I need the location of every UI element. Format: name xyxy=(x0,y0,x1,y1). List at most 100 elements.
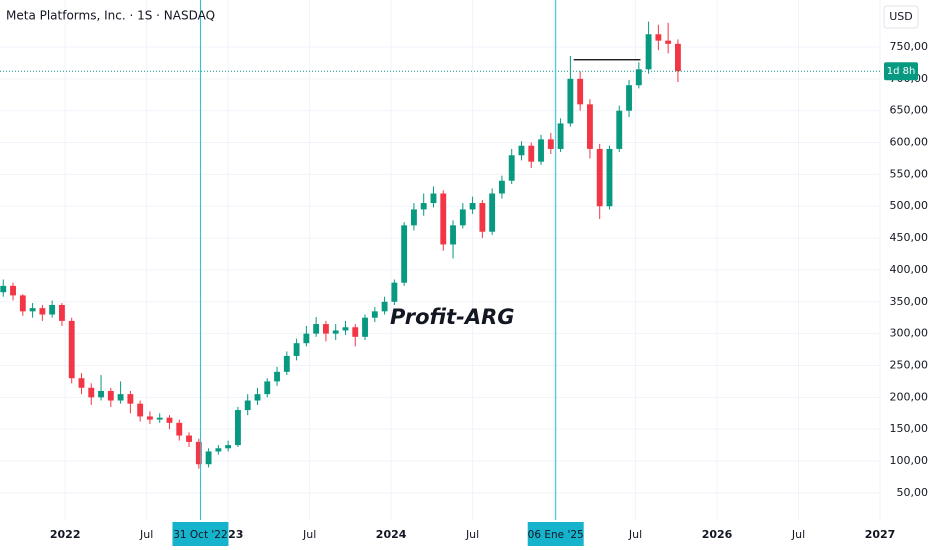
candle-body xyxy=(283,355,290,372)
y-tick-label: 300,00 xyxy=(890,327,929,340)
candle-body xyxy=(29,308,36,312)
candle-body xyxy=(430,193,437,204)
candle-body xyxy=(342,327,349,331)
y-tick-label: 450,00 xyxy=(890,231,929,244)
y-tick-label: 400,00 xyxy=(890,263,929,276)
candle-body xyxy=(10,285,16,296)
x-tick-label: Jul xyxy=(139,528,153,541)
countdown-label: 1d 8h xyxy=(887,66,916,77)
candle-body xyxy=(567,78,574,124)
candle-body xyxy=(78,378,85,388)
x-tick-label: 2022 xyxy=(50,528,81,541)
candle-body xyxy=(371,311,378,318)
candle-body xyxy=(469,203,476,210)
candle-body xyxy=(234,410,241,446)
candle-body xyxy=(186,435,192,442)
x-tick-label: 2027 xyxy=(865,528,896,541)
price-axis-panel xyxy=(882,0,932,550)
candle-body xyxy=(49,304,56,315)
watermark: Profit-ARG xyxy=(390,305,514,329)
candle-body xyxy=(508,155,515,181)
candle-body xyxy=(225,445,232,449)
candle-body xyxy=(645,34,652,70)
candle-body xyxy=(586,104,593,149)
last-price-tag xyxy=(884,62,918,81)
grid xyxy=(0,0,881,520)
candle-body xyxy=(577,78,584,105)
candle-body xyxy=(352,327,359,337)
candle-body xyxy=(107,390,114,401)
candle-body xyxy=(665,40,672,44)
marker-label: 06 Ene '25 xyxy=(528,529,584,541)
y-tick-label: 750,00 xyxy=(890,40,929,53)
currency: USD xyxy=(889,10,913,23)
candle-body xyxy=(98,390,104,398)
candle-body xyxy=(195,441,202,465)
x-tick-label: Jul xyxy=(628,528,642,541)
candle-body xyxy=(215,448,222,452)
candle-body xyxy=(596,148,603,207)
candle-body xyxy=(655,34,662,41)
candle-body xyxy=(332,330,339,334)
y-tick-label: 550,00 xyxy=(890,167,929,180)
candle-body xyxy=(362,317,368,337)
candle-body xyxy=(39,308,46,315)
candle-body xyxy=(117,394,124,401)
candle-body xyxy=(274,371,280,382)
x-tick-label: 2024 xyxy=(376,528,407,541)
marker-label: 31 Oct '22 xyxy=(173,529,227,541)
candle-body xyxy=(410,209,417,226)
candle-body xyxy=(538,139,544,162)
candle-body xyxy=(459,209,466,226)
candle-body xyxy=(440,193,447,245)
marker-tag xyxy=(527,522,584,546)
candle-body xyxy=(254,394,261,401)
x-tick-label: Jul xyxy=(791,528,805,541)
candle-body xyxy=(293,343,300,356)
candle-body xyxy=(176,422,183,436)
candle-body xyxy=(401,225,408,283)
candle-body xyxy=(244,400,251,411)
candle-body xyxy=(547,139,554,149)
y-tick-label: 200,00 xyxy=(890,390,929,403)
y-tick-label: 150,00 xyxy=(890,422,929,435)
candle-body xyxy=(626,85,632,111)
x-tick-label: Jul xyxy=(302,528,316,541)
currency-button[interactable] xyxy=(883,5,919,29)
y-tick-label: 50,00 xyxy=(897,486,929,499)
candle-body xyxy=(58,304,65,321)
candle-body xyxy=(322,324,329,334)
y-tick-label: 100,00 xyxy=(890,454,929,467)
candle-body xyxy=(557,123,564,149)
candle-body xyxy=(19,295,26,312)
x-tick-label: 2026 xyxy=(702,528,733,541)
marker-tag xyxy=(172,522,229,546)
candle-body xyxy=(303,333,310,344)
candle-body xyxy=(450,225,456,245)
candle-body xyxy=(146,416,153,420)
candle-body xyxy=(0,285,7,293)
y-tick-label: 600,00 xyxy=(890,136,929,149)
candle-body xyxy=(381,301,388,312)
candle-body xyxy=(68,320,75,379)
y-tick-label: 250,00 xyxy=(890,358,929,371)
candle-body xyxy=(635,69,642,86)
candle-body xyxy=(88,387,95,398)
candle-body xyxy=(674,43,681,72)
candle-body xyxy=(479,203,486,232)
candle-body xyxy=(313,324,320,334)
chart-title: Meta Platforms, Inc. · 1S · NASDAQ xyxy=(6,9,215,23)
y-tick-label: 500,00 xyxy=(890,199,929,212)
candle-body xyxy=(127,394,134,404)
candle-body xyxy=(528,145,535,162)
candle-body xyxy=(606,148,613,207)
candle-body xyxy=(489,193,496,232)
candle-body xyxy=(205,451,212,465)
axes: 50,00 100,00 150,00 200,00 250,00 300,00 350,0… xyxy=(50,40,928,546)
y-tick-label: 650,00 xyxy=(890,104,929,117)
candle-body xyxy=(518,145,525,156)
candle-body xyxy=(264,381,271,395)
y-tick-label: 350,00 xyxy=(890,295,929,308)
